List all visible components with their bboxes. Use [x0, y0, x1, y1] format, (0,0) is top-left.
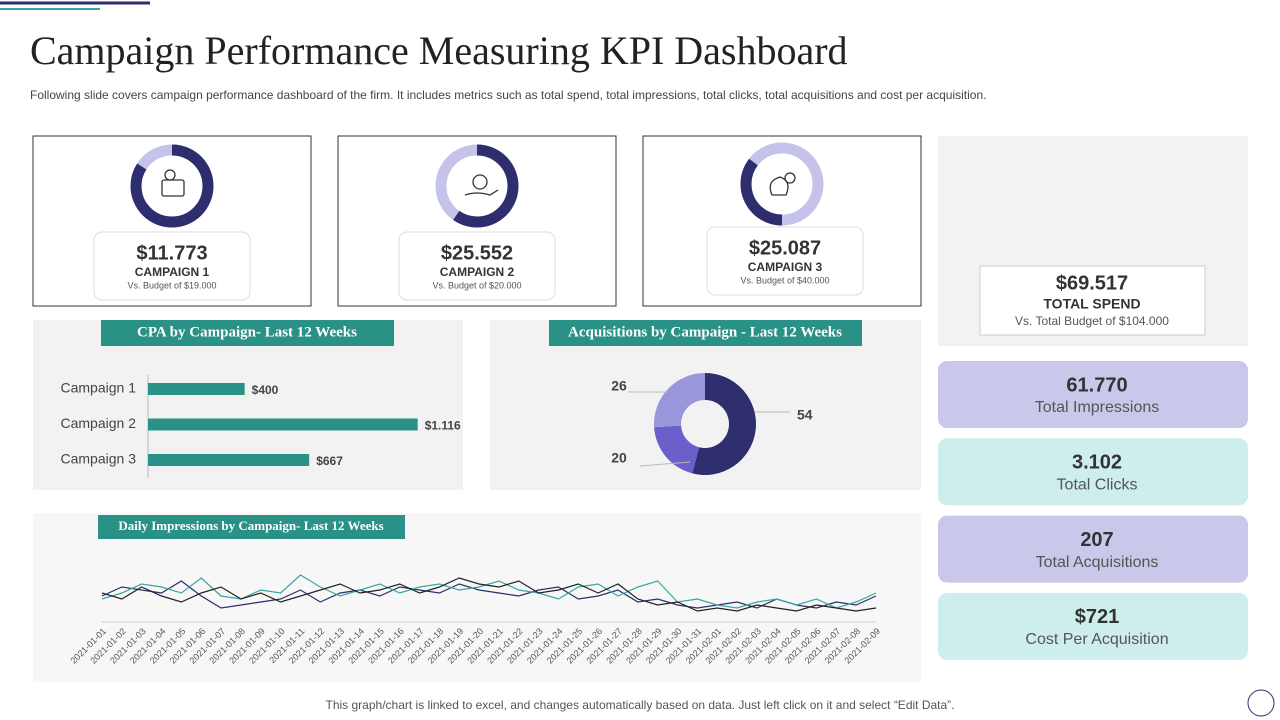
- kpi-value: 3.102: [1072, 452, 1122, 474]
- title: Campaign Performance Measuring KPI Dashb…: [30, 28, 848, 73]
- spend-box: [979, 265, 1206, 336]
- kpi-value: 207: [1080, 529, 1113, 551]
- decor-circle: [1247, 689, 1275, 717]
- donut-slice: [692, 373, 757, 476]
- card-value: $25.087: [749, 237, 821, 259]
- card-box: [93, 231, 251, 301]
- kpi-tile: [938, 515, 1248, 583]
- chart-title: Acquisitions by Campaign - Last 12 Weeks: [568, 324, 842, 340]
- value-label: $667: [316, 454, 343, 468]
- bar: [148, 454, 310, 466]
- category-label: Campaign 3: [61, 451, 137, 467]
- donut-slice: [654, 425, 700, 474]
- bar: [148, 418, 418, 431]
- spend-value: $69.517: [1056, 272, 1128, 294]
- panel-header: [549, 320, 862, 346]
- card-label: CAMPAIGN 3: [748, 260, 823, 274]
- value-label: 26: [611, 378, 627, 394]
- bar: [148, 383, 245, 395]
- kpi-tile: [938, 361, 1248, 428]
- card-box: [398, 231, 556, 301]
- spend-budget: Vs. Total Budget of $104.000: [1015, 314, 1169, 328]
- subtitle: Following slide covers campaign performa…: [30, 88, 986, 102]
- chart-title: CPA by Campaign- Last 12 Weeks: [137, 324, 357, 340]
- panel: [33, 513, 921, 682]
- card-budget: Vs. Budget of $19.000: [127, 280, 216, 290]
- card-value: $11.773: [136, 242, 207, 264]
- kpi-label: Cost Per Acquisition: [1025, 631, 1168, 648]
- panel-header: [101, 320, 394, 346]
- card-label: CAMPAIGN 1: [135, 265, 210, 279]
- value-label: $400: [252, 383, 279, 397]
- kpi-tile: [938, 438, 1248, 506]
- kpi-label: Total Clicks: [1057, 477, 1138, 494]
- kpi-value: 61.770: [1066, 374, 1127, 396]
- value-label: 54: [797, 407, 813, 423]
- value-label: $1.116: [425, 419, 461, 433]
- footer: This graph/chart is linked to excel, and…: [326, 698, 955, 712]
- donut-slice: [654, 373, 705, 428]
- card-box: [706, 226, 864, 296]
- spend-label: TOTAL SPEND: [1043, 296, 1140, 312]
- category-label: Campaign 1: [61, 380, 137, 396]
- kpi-tile: [938, 592, 1248, 660]
- card-budget: Vs. Budget of $40.000: [740, 275, 829, 285]
- kpi-value: $721: [1075, 606, 1120, 628]
- category-label: Campaign 2: [61, 415, 137, 431]
- leader: [639, 461, 691, 467]
- kpi-label: Total Acquisitions: [1036, 554, 1159, 571]
- value-label: 20: [611, 450, 627, 466]
- card-value: $25.552: [441, 242, 513, 264]
- panel-header: [98, 515, 405, 539]
- kpi-label: Total Impressions: [1035, 399, 1160, 416]
- card-budget: Vs. Budget of $20.000: [432, 280, 521, 290]
- line-series: [101, 574, 877, 609]
- chart-title: Daily Impressions by Campaign- Last 12 W…: [118, 518, 383, 533]
- card-label: CAMPAIGN 2: [440, 265, 515, 279]
- line-series: [101, 577, 877, 612]
